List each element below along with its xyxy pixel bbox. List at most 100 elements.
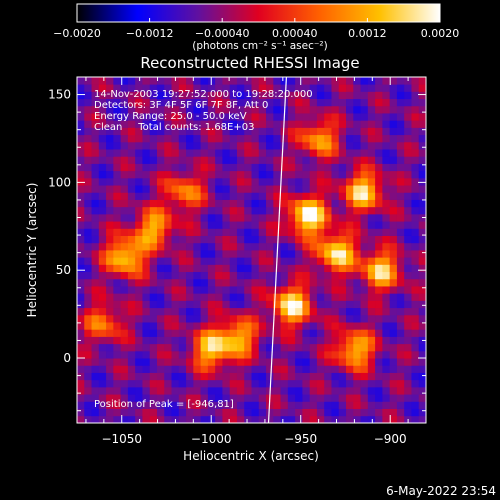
heatmap-cell bbox=[418, 257, 426, 265]
heatmap-cell bbox=[338, 307, 347, 316]
heatmap-cell bbox=[266, 336, 274, 345]
heatmap-cell bbox=[178, 293, 187, 301]
heatmap-cell bbox=[331, 156, 340, 164]
heatmap-cell bbox=[135, 127, 143, 136]
heatmap-cell bbox=[149, 286, 158, 294]
heatmap-cell bbox=[135, 163, 143, 172]
heatmap-cell bbox=[113, 113, 122, 121]
heatmap-cell bbox=[375, 134, 383, 143]
heatmap-cell bbox=[331, 192, 340, 200]
heatmap-cell bbox=[353, 314, 361, 323]
heatmap-cell bbox=[207, 127, 216, 136]
heatmap-cell bbox=[375, 213, 383, 222]
heatmap-cell bbox=[193, 163, 201, 172]
heatmap-cell bbox=[186, 408, 194, 417]
heatmap-cell bbox=[324, 113, 332, 121]
heatmap-cell bbox=[389, 141, 398, 150]
heatmap-cell bbox=[404, 286, 412, 294]
heatmap-cell bbox=[222, 120, 231, 128]
heatmap-cell bbox=[404, 163, 412, 172]
heatmap-cell bbox=[353, 394, 361, 402]
heatmap-cell bbox=[266, 278, 274, 287]
heatmap-cell bbox=[222, 242, 231, 251]
heatmap-cell bbox=[266, 77, 274, 85]
heatmap-cell bbox=[331, 105, 340, 114]
heatmap-cell bbox=[193, 105, 201, 114]
heatmap-cell bbox=[106, 77, 114, 85]
heatmap-cell bbox=[113, 235, 122, 244]
heatmap-cell bbox=[331, 84, 340, 92]
heatmap-cell bbox=[389, 329, 398, 337]
heatmap-cell bbox=[207, 149, 216, 157]
heatmap-cell bbox=[156, 163, 165, 172]
heatmap-cell bbox=[186, 77, 194, 85]
heatmap-cell bbox=[113, 336, 122, 345]
heatmap-cell bbox=[266, 163, 274, 172]
heatmap-cell bbox=[127, 192, 136, 200]
heatmap-cell bbox=[236, 156, 245, 164]
heatmap-cell bbox=[316, 163, 325, 172]
heatmap-cell bbox=[273, 365, 281, 373]
heatmap-cell bbox=[142, 120, 151, 128]
heatmap-cell bbox=[193, 358, 201, 366]
heatmap-cell bbox=[98, 300, 107, 309]
heatmap-cell bbox=[135, 408, 143, 417]
heatmap-cell bbox=[156, 379, 165, 388]
heatmap-cell bbox=[375, 358, 383, 366]
heatmap-cell bbox=[389, 213, 398, 222]
heatmap-cell bbox=[193, 199, 201, 208]
heatmap-cell bbox=[302, 192, 311, 200]
heatmap-cell bbox=[411, 141, 420, 150]
heatmap-cell bbox=[222, 271, 231, 280]
heatmap-cell bbox=[236, 372, 245, 381]
heatmap-cell bbox=[316, 307, 325, 316]
heatmap-cell bbox=[331, 343, 340, 352]
heatmap-cell bbox=[91, 134, 100, 143]
heatmap-cell bbox=[120, 379, 129, 388]
heatmap-cell bbox=[222, 105, 231, 114]
heatmap-cell bbox=[346, 170, 354, 179]
heatmap-cell bbox=[164, 235, 172, 244]
heatmap-cell bbox=[135, 365, 143, 373]
heatmap-cell bbox=[309, 307, 318, 316]
heatmap-cell bbox=[106, 228, 114, 236]
heatmap-cell bbox=[280, 199, 289, 208]
heatmap-cell bbox=[244, 336, 252, 345]
heatmap-cell bbox=[309, 177, 318, 186]
heatmap-cell bbox=[200, 307, 209, 316]
heatmap-cell bbox=[222, 91, 231, 100]
heatmap-cell bbox=[353, 185, 361, 193]
heatmap-cell bbox=[84, 177, 92, 186]
heatmap-cell bbox=[171, 199, 180, 208]
heatmap-cell bbox=[389, 98, 398, 107]
heatmap-cell bbox=[404, 350, 412, 359]
heatmap-cell bbox=[164, 300, 172, 309]
heatmap-cell bbox=[236, 177, 245, 186]
heatmap-cell bbox=[149, 170, 158, 179]
heatmap-cell bbox=[251, 365, 260, 373]
heatmap-cell bbox=[404, 257, 412, 265]
heatmap-cell bbox=[106, 242, 114, 251]
heatmap-cell bbox=[273, 206, 281, 215]
heatmap-cell bbox=[106, 250, 114, 258]
heatmap-cell bbox=[164, 141, 172, 150]
heatmap-cell bbox=[142, 408, 151, 417]
heatmap-cell bbox=[316, 358, 325, 366]
heatmap-cell bbox=[178, 336, 187, 345]
heatmap-cell bbox=[135, 192, 143, 200]
heatmap-cell bbox=[178, 343, 187, 352]
heatmap-cell bbox=[98, 322, 107, 330]
heatmap-cell bbox=[178, 192, 187, 200]
heatmap-cell bbox=[396, 300, 405, 309]
heatmap-cell bbox=[338, 336, 347, 345]
heatmap-cell bbox=[193, 228, 201, 236]
heatmap-cell bbox=[120, 120, 129, 128]
heatmap-cell bbox=[149, 379, 158, 388]
heatmap-cell bbox=[164, 84, 172, 92]
heatmap-cell bbox=[244, 278, 252, 287]
heatmap-cell bbox=[215, 120, 223, 128]
heatmap-cell bbox=[149, 250, 158, 258]
heatmap-cell bbox=[164, 386, 172, 395]
x-tick-label: −900 bbox=[374, 432, 407, 446]
heatmap-cell bbox=[171, 163, 180, 172]
